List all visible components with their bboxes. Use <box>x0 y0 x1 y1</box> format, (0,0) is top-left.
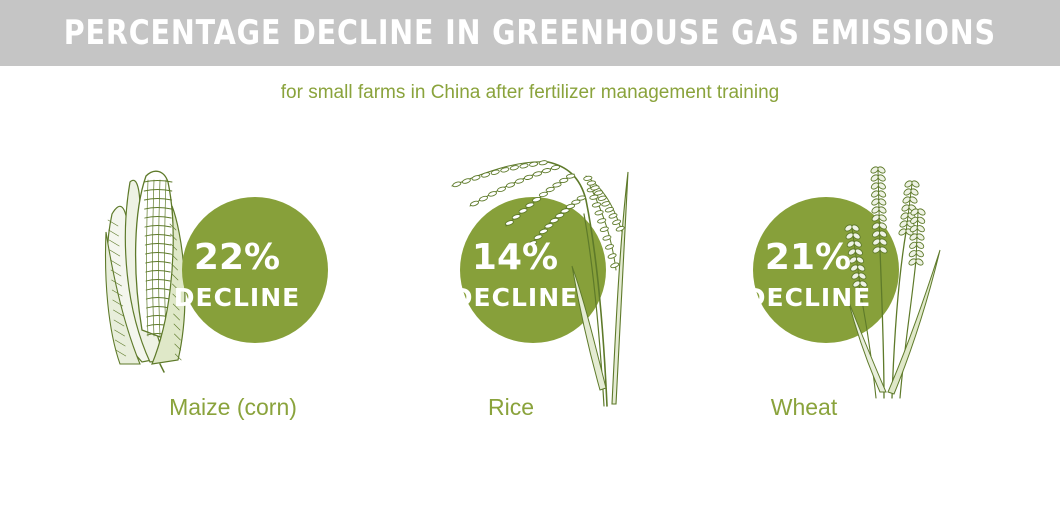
data-label-suffix: DECLINE <box>745 283 871 312</box>
page-subtitle: for small farms in China after fertilize… <box>280 82 780 103</box>
data-label-suffix: DECLINE <box>174 283 300 312</box>
maize-icon <box>104 170 186 373</box>
category-label: Rice <box>488 394 534 420</box>
data-label-suffix: DECLINE <box>452 283 578 312</box>
title-bar: PERCENTAGE DECLINE IN GREENHOUSE GAS EMI… <box>0 0 1060 66</box>
data-label-value: 22% <box>194 237 280 278</box>
value-circle <box>182 197 328 343</box>
page-title: PERCENTAGE DECLINE IN GREENHOUSE GAS EMI… <box>63 13 997 53</box>
data-label-value: 14% <box>472 237 558 278</box>
data-label-value: 21% <box>765 237 851 278</box>
category-label: Maize (corn) <box>169 394 297 420</box>
wheat-icon <box>844 166 941 399</box>
rice-icon <box>451 160 629 407</box>
category-label: Wheat <box>771 394 838 420</box>
value-circle <box>460 197 606 343</box>
